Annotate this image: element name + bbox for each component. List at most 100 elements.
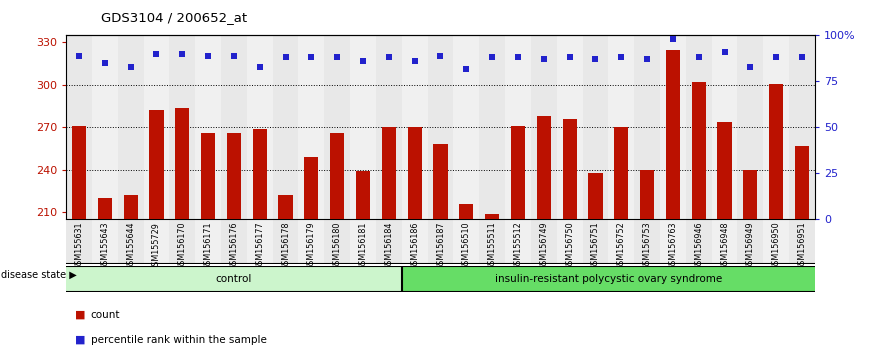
Bar [712, 35, 737, 219]
Bar [789, 219, 815, 264]
Bar [150, 110, 164, 354]
Bar [485, 214, 500, 354]
Bar [660, 219, 685, 264]
Text: GSM156763: GSM156763 [669, 222, 677, 270]
Bar [505, 219, 531, 264]
Bar [402, 266, 815, 292]
Bar [795, 146, 809, 354]
Bar [376, 219, 402, 264]
Bar [304, 157, 319, 354]
Point [408, 58, 422, 64]
Bar [247, 219, 272, 264]
Bar [479, 219, 505, 264]
Text: disease state ▶: disease state ▶ [1, 270, 77, 280]
Bar [144, 35, 169, 219]
Point [666, 36, 680, 42]
Bar [201, 133, 215, 354]
Bar [66, 266, 402, 292]
Point [589, 57, 603, 62]
Point [459, 66, 473, 72]
Text: GSM156950: GSM156950 [772, 222, 781, 270]
Point [356, 58, 370, 64]
Text: GDS3104 / 200652_at: GDS3104 / 200652_at [101, 11, 248, 24]
Point [692, 55, 706, 60]
Bar [299, 35, 324, 219]
Text: ■: ■ [75, 310, 85, 320]
Bar [427, 219, 454, 264]
Bar [123, 195, 137, 354]
Bar [253, 129, 267, 354]
Text: GSM156171: GSM156171 [204, 222, 212, 270]
Bar [427, 35, 454, 219]
Bar [324, 219, 350, 264]
Bar [717, 122, 731, 354]
Text: GSM156751: GSM156751 [591, 222, 600, 270]
Text: GSM156170: GSM156170 [178, 222, 187, 270]
Bar [454, 219, 479, 264]
Bar [350, 35, 376, 219]
Bar [763, 35, 789, 219]
Point [744, 64, 758, 69]
Bar [272, 219, 299, 264]
Bar [609, 219, 634, 264]
Bar [196, 219, 221, 264]
Bar [169, 35, 196, 219]
Bar [278, 195, 292, 354]
Point [253, 64, 267, 69]
Bar [350, 219, 376, 264]
Text: GSM155631: GSM155631 [75, 222, 84, 270]
Text: GSM156951: GSM156951 [797, 222, 806, 270]
Bar [433, 144, 448, 354]
Bar [511, 126, 525, 354]
Bar [381, 127, 396, 354]
Text: GSM156177: GSM156177 [255, 222, 264, 270]
Text: GSM156752: GSM156752 [617, 222, 626, 270]
Point [485, 55, 500, 60]
Point [381, 55, 396, 60]
Text: GSM156948: GSM156948 [720, 222, 729, 270]
Bar [505, 35, 531, 219]
Point [640, 57, 654, 62]
Bar [737, 219, 763, 264]
Text: GSM156749: GSM156749 [539, 222, 548, 270]
Point [201, 53, 215, 58]
Point [769, 55, 783, 60]
Text: GSM156178: GSM156178 [281, 222, 290, 270]
Bar [92, 219, 118, 264]
Bar [660, 35, 685, 219]
Point [150, 51, 164, 57]
Bar [589, 173, 603, 354]
Text: ■: ■ [75, 335, 85, 345]
Bar [196, 35, 221, 219]
Bar [692, 82, 706, 354]
Bar [666, 50, 680, 354]
Point [72, 53, 86, 58]
Bar [531, 35, 557, 219]
Point [563, 55, 577, 60]
Text: GSM156510: GSM156510 [462, 222, 470, 270]
Text: GSM156750: GSM156750 [565, 222, 574, 270]
Bar [118, 35, 144, 219]
Point [433, 53, 448, 58]
Text: GSM156949: GSM156949 [746, 222, 755, 270]
Point [98, 60, 112, 66]
Point [175, 51, 189, 57]
Point [123, 64, 137, 69]
Text: GSM156179: GSM156179 [307, 222, 316, 270]
Text: GSM155644: GSM155644 [126, 222, 135, 270]
Bar [763, 219, 789, 264]
Bar [324, 35, 350, 219]
Bar [557, 219, 582, 264]
Bar [299, 219, 324, 264]
Bar [769, 84, 783, 354]
Bar [479, 35, 505, 219]
Point [227, 53, 241, 58]
Text: GSM156946: GSM156946 [694, 222, 703, 270]
Text: GSM155643: GSM155643 [100, 222, 109, 270]
Text: percentile rank within the sample: percentile rank within the sample [91, 335, 267, 345]
Bar [221, 35, 247, 219]
Text: control: control [216, 274, 252, 284]
Text: GSM156186: GSM156186 [411, 222, 419, 270]
Bar [66, 35, 92, 219]
Bar [118, 219, 144, 264]
